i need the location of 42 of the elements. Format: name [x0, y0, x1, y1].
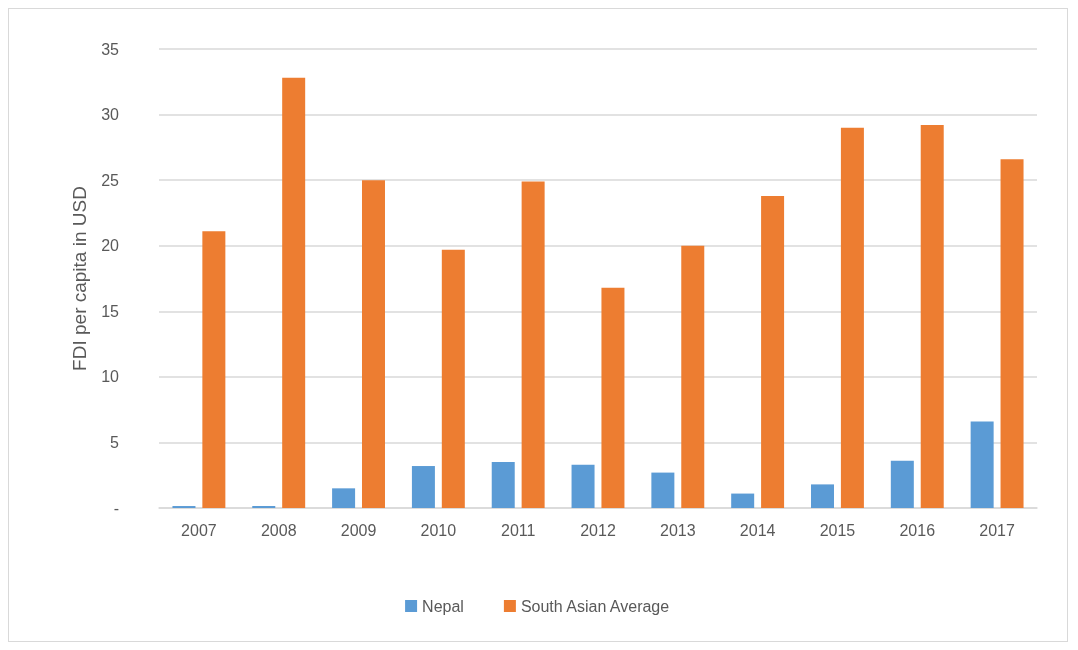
bar: [362, 180, 385, 508]
bar: [491, 462, 515, 508]
x-tick-label: 2007: [181, 521, 217, 539]
y-tick-label: 15: [101, 302, 120, 320]
y-tick-label: -: [113, 499, 119, 517]
x-tick-label: 2017: [979, 521, 1015, 539]
bar: [571, 464, 595, 508]
x-tick-label: 2015: [819, 521, 856, 539]
bar: [441, 249, 465, 508]
y-tick-label: 30: [101, 106, 120, 124]
x-tick-label: 2009: [340, 521, 377, 539]
bar: [970, 421, 994, 508]
bar: [332, 488, 356, 508]
y-tick-label: 20: [101, 237, 120, 255]
bar: [651, 472, 675, 508]
bar: [731, 493, 755, 508]
bar: [811, 484, 834, 508]
bar: [1000, 159, 1024, 508]
bar: [282, 77, 306, 508]
bar: [521, 181, 545, 508]
bar: [920, 125, 944, 508]
y-tick-label: 5: [110, 433, 120, 451]
bar: [840, 127, 864, 508]
bar: [202, 231, 226, 508]
bar: [761, 195, 785, 508]
bar: [681, 245, 705, 508]
x-tick-label: 2013: [660, 521, 696, 539]
y-axis-title: FDI per capita in USD: [69, 186, 90, 371]
x-tick-label: 2011: [500, 521, 536, 539]
y-tick-label: 10: [101, 368, 120, 386]
bar: [601, 287, 625, 508]
x-tick-label: 2008: [260, 521, 297, 539]
x-tick-label: 2016: [899, 521, 936, 539]
x-tick-label: 2010: [420, 521, 457, 539]
x-tick-label: 2014: [739, 521, 776, 539]
y-tick-label: 25: [101, 171, 120, 189]
legend-label: South Asian Average: [520, 597, 670, 615]
bar: [411, 466, 435, 508]
x-tick-label: 2012: [580, 521, 616, 539]
legend-label: Nepal: [422, 597, 464, 615]
bar: [890, 460, 914, 508]
y-tick-label: 35: [101, 40, 120, 58]
